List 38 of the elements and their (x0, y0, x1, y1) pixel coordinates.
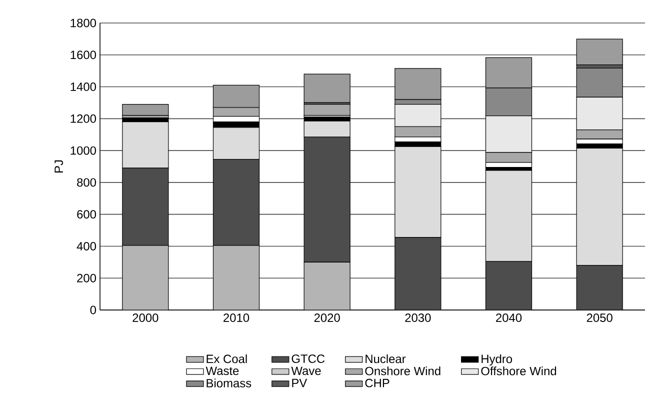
y-tick-label: 200 (77, 274, 96, 282)
y-axis-title: PJ (54, 160, 64, 172)
y-tick-label: 1200 (70, 114, 96, 123)
legend-label: Waste (206, 366, 239, 376)
y-tick-label: 1800 (70, 18, 96, 28)
legend-label: Hydro (482, 354, 512, 366)
legend-label: Nuclear (366, 354, 406, 364)
x-tick-label: 2010 (224, 314, 250, 322)
x-tick-label: 2020 (314, 314, 340, 322)
bar (212, 159, 260, 246)
bar (576, 38, 623, 66)
legend-label: Ex Coal (206, 354, 247, 364)
legend-label: GTCC (292, 354, 325, 363)
x-tick-label: 2000 (132, 314, 158, 322)
legend-label: CHP (365, 378, 390, 388)
y-tick-label: 1000 (70, 146, 96, 155)
y-tick-label: 0 (90, 306, 96, 314)
bar (485, 170, 532, 262)
legend-label: Wave (291, 366, 321, 376)
legend-label: Offshore Wind (481, 366, 556, 376)
y-tick-label: 1400 (70, 82, 96, 91)
y-tick-label: 1600 (70, 50, 96, 60)
legend-label: PV (292, 378, 308, 388)
y-tick-label: 400 (76, 242, 96, 250)
y-tick-label: 600 (77, 210, 96, 219)
x-tick-label: 2050 (586, 314, 612, 322)
bar (122, 168, 169, 246)
x-tick-label: 2040 (496, 314, 522, 322)
bar (304, 136, 350, 262)
x-tick-label: 2030 (405, 314, 431, 322)
bar (122, 104, 169, 116)
bar (394, 68, 442, 100)
bar (122, 245, 169, 310)
legend-label: Onshore Wind (365, 366, 440, 376)
bar (212, 245, 260, 310)
bar (304, 262, 350, 310)
y-tick-label: 800 (77, 178, 96, 187)
legend-label: Biomass (206, 378, 252, 388)
